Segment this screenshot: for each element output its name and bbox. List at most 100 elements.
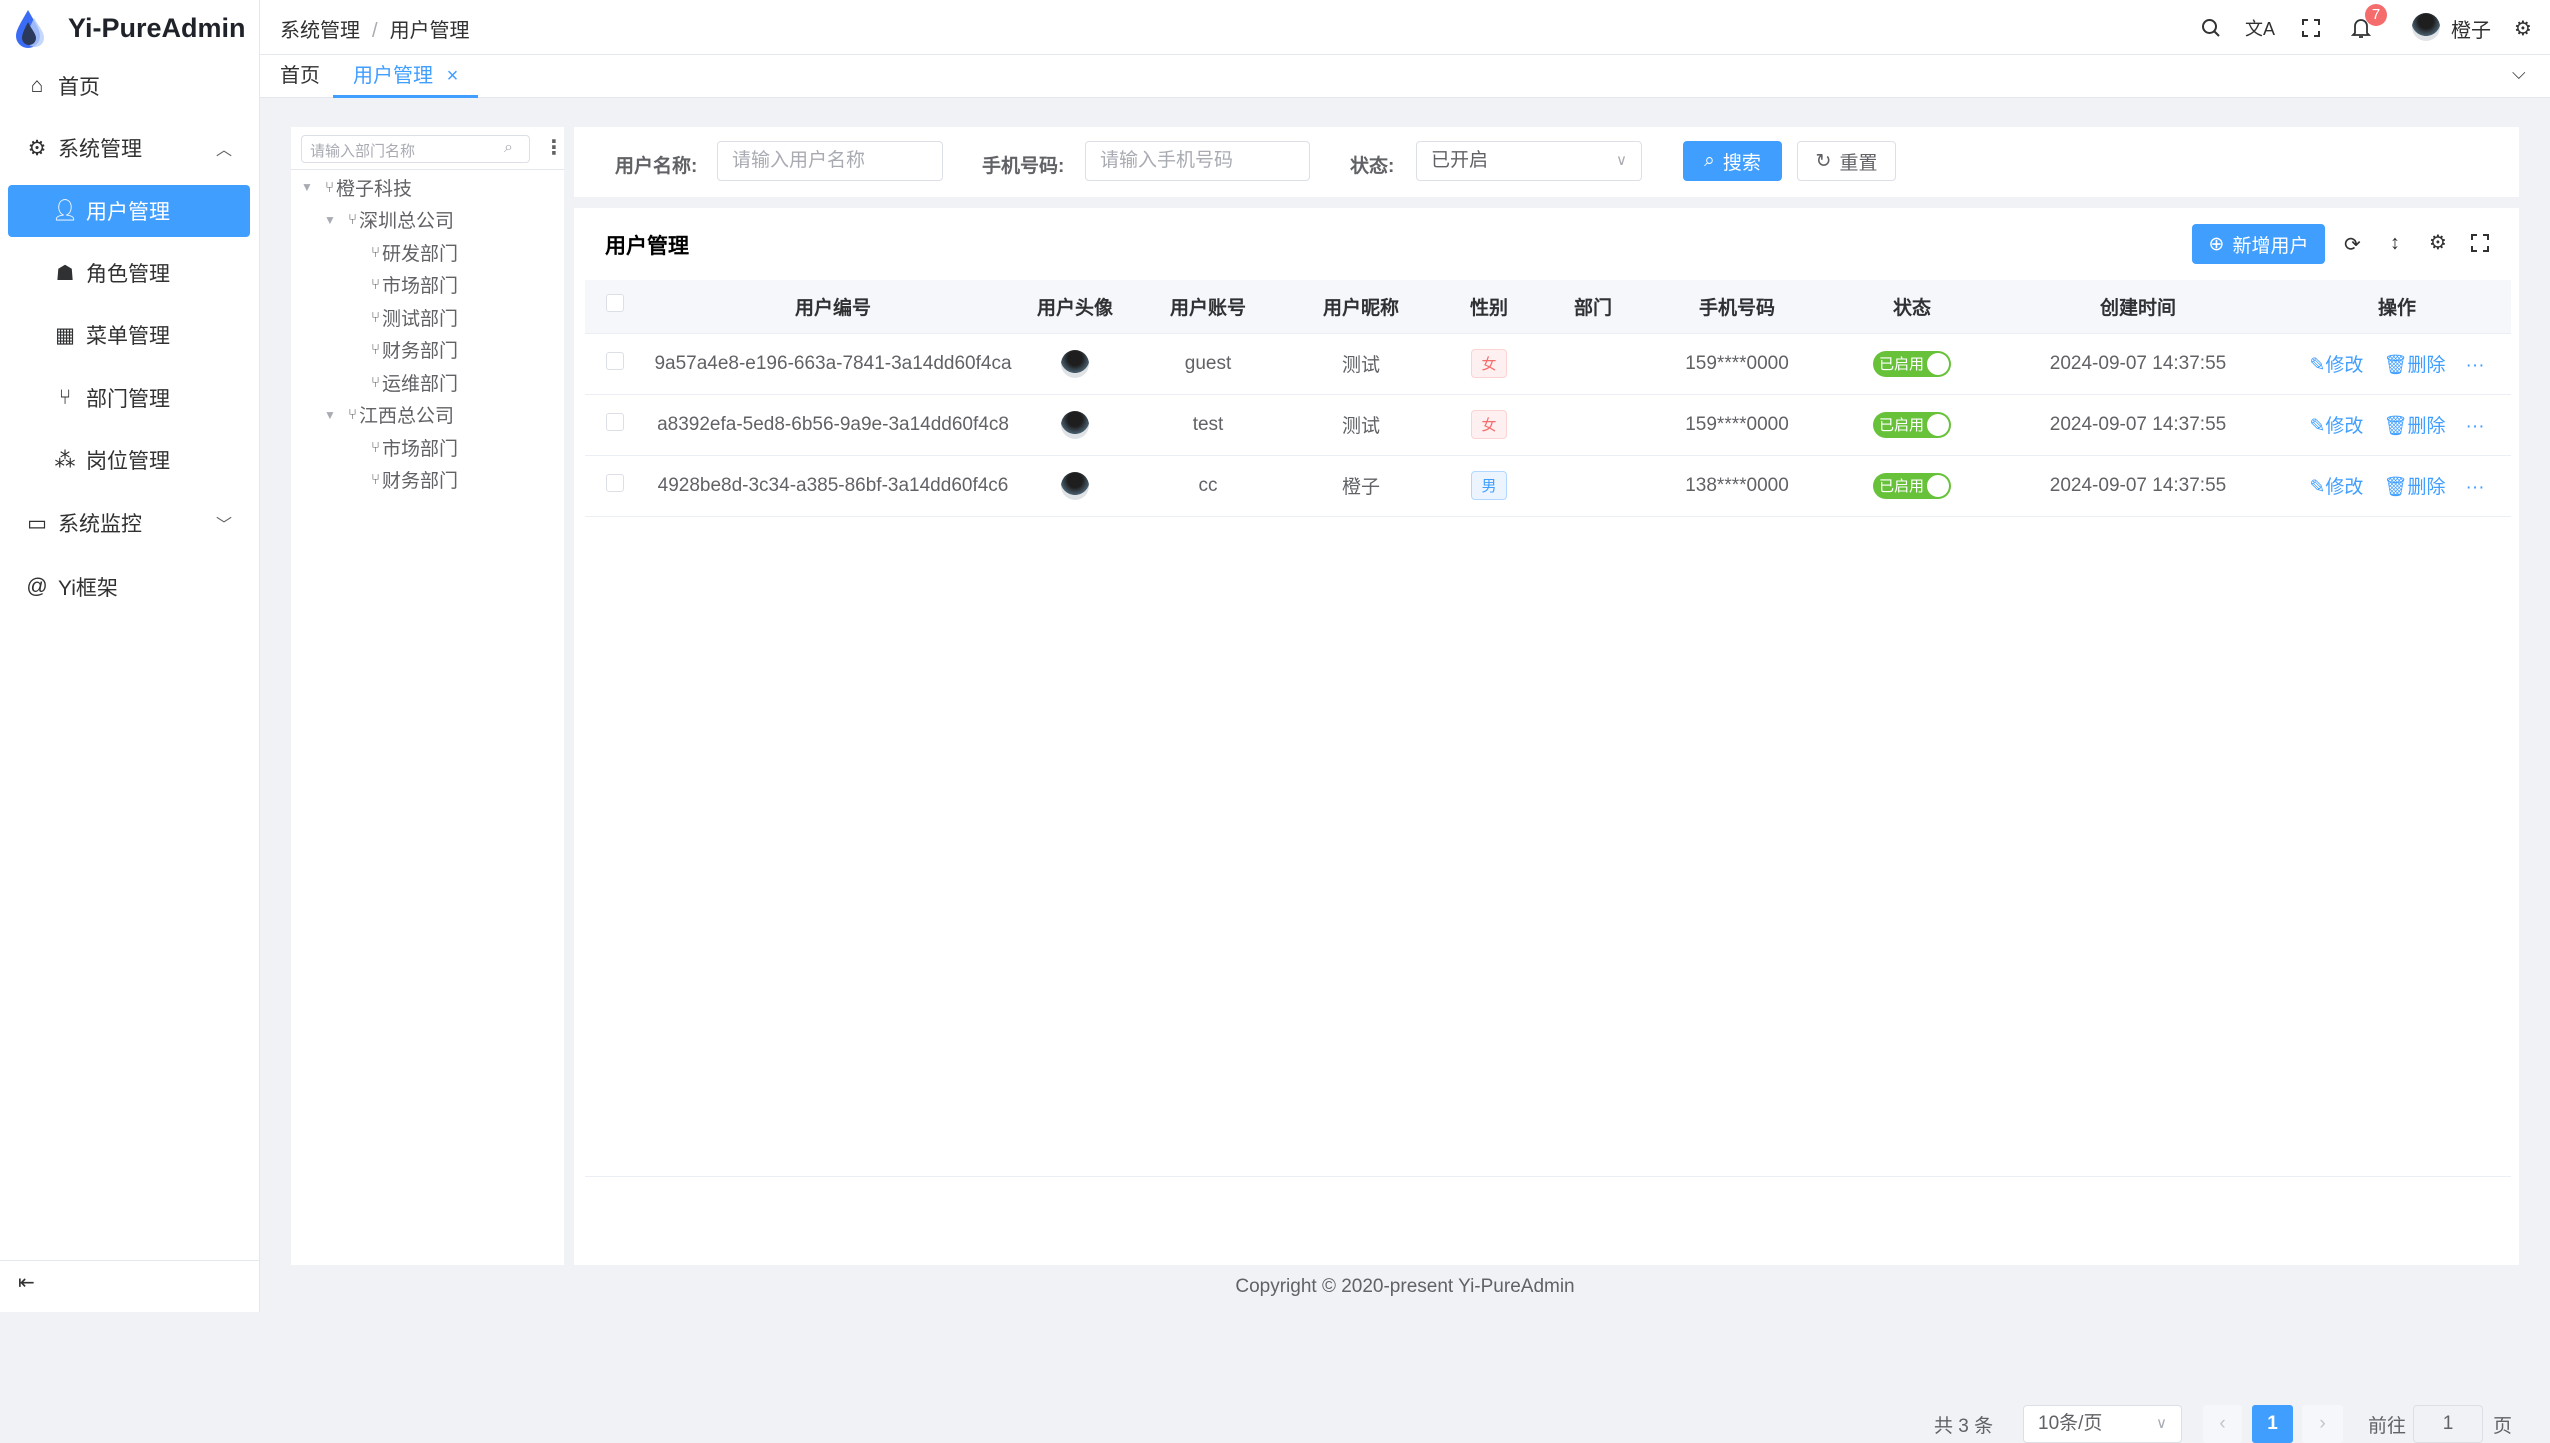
sidebar-item-label: 部门管理: [86, 388, 170, 411]
caret-down-icon[interactable]: ▼: [324, 212, 336, 227]
more-icon[interactable]: ···: [2465, 416, 2485, 437]
search-icon[interactable]: [2196, 13, 2226, 43]
sidebar-item-3[interactable]: ☗ 角色管理: [8, 247, 250, 299]
tab-bar: 首页 用户管理 × ⌵: [260, 55, 2550, 98]
actions-cell: ✎修改 🗑︎删除 ···: [2283, 455, 2511, 517]
select-all-checkbox[interactable]: [606, 294, 624, 313]
user-avatar[interactable]: [2412, 13, 2440, 41]
tree-node[interactable]: ⑂ 测试部门: [291, 301, 564, 334]
logo-drop-icon: [16, 10, 44, 48]
status-toggle[interactable]: 已启用: [1872, 472, 1951, 499]
page-size-select[interactable]: 10条/页 ∨: [2023, 1405, 2182, 1443]
delete-button[interactable]: 🗑︎删除: [2383, 416, 2445, 437]
search-button[interactable]: ⌕ 搜索: [1683, 141, 1782, 181]
avatar[interactable]: [1061, 471, 1089, 500]
caret-down-icon[interactable]: ▼: [301, 180, 313, 195]
column-header: 用户头像: [1021, 280, 1129, 334]
more-icon[interactable]: ···: [2465, 355, 2485, 376]
trash-icon: 🗑︎: [2383, 355, 2408, 376]
column-settings-icon[interactable]: ⚙: [2429, 232, 2447, 254]
app-title: Yi-PureAdmin: [68, 12, 246, 43]
tree-node[interactable]: ⑂ 研发部门: [291, 236, 564, 269]
branch-icon: ⑂: [371, 471, 381, 489]
tree-node[interactable]: ▼ ⑂ 江西总公司: [291, 399, 564, 432]
more-icon[interactable]: ···: [2465, 477, 2485, 498]
status-toggle-label: 已启用: [1878, 478, 1924, 495]
sidebar-item-8[interactable]: @ Yi框架: [8, 561, 250, 613]
row-checkbox[interactable]: [606, 473, 624, 492]
tree-node[interactable]: ▼ ⑂ 深圳总公司: [291, 204, 564, 237]
row-checkbox[interactable]: [606, 351, 624, 370]
username-input[interactable]: 请输入用户名称: [717, 141, 943, 181]
tree-node[interactable]: ▼ ⑂ 橙子科技: [291, 171, 564, 204]
more-vertical-icon[interactable]: ⋮: [544, 137, 564, 159]
next-page-button[interactable]: ›: [2302, 1405, 2343, 1443]
add-user-button[interactable]: ⊕ 新增用户: [2192, 224, 2325, 264]
goto-page-input[interactable]: 1: [2413, 1405, 2483, 1443]
edit-icon: ✎: [2309, 355, 2326, 376]
tree-node[interactable]: ⑂ 财务部门: [291, 464, 564, 497]
delete-label: 删除: [2407, 416, 2446, 437]
prev-page-button[interactable]: ‹: [2203, 1405, 2242, 1443]
username[interactable]: 橙子: [2451, 20, 2491, 42]
caret-down-icon[interactable]: ▼: [324, 407, 336, 422]
tree-node-label: 财务部门: [382, 341, 459, 363]
sidebar-item-1[interactable]: ⚙ 系统管理 ︿: [8, 122, 250, 174]
user-table-card: 用户管理 ⊕ 新增用户 ⟳ ↕ ⚙ 用户编号 用户头像 用户账号 用户昵称 性别 部门 手机号…: [574, 208, 2519, 1443]
status-toggle-label: 已启用: [1878, 356, 1924, 373]
translate-icon[interactable]: 文A: [2245, 19, 2276, 39]
bell-icon[interactable]: [2346, 13, 2376, 43]
chevron-down-icon[interactable]: ⌵: [2512, 63, 2526, 83]
fullscreen-icon[interactable]: [2471, 234, 2489, 258]
tab-label: 用户管理: [353, 65, 433, 87]
user-phone: 159****0000: [1643, 394, 1831, 456]
tree-node[interactable]: ⑂ 市场部门: [291, 431, 564, 464]
branch-icon: ⑂: [348, 211, 358, 229]
tab-home[interactable]: 首页: [280, 65, 320, 87]
tree-node[interactable]: ⑂ 财务部门: [291, 334, 564, 367]
reset-button[interactable]: ↻ 重置: [1797, 141, 1896, 181]
tab-user-management[interactable]: 用户管理 ×: [333, 55, 479, 98]
edit-button[interactable]: ✎修改: [2309, 355, 2363, 376]
table-header-row: 用户编号 用户头像 用户账号 用户昵称 性别 部门 手机号码 状态 创建时间 操作: [585, 280, 2511, 334]
sidebar-item-6[interactable]: ⁂ 岗位管理: [8, 434, 250, 486]
row-checkbox[interactable]: [606, 412, 624, 431]
avatar[interactable]: [1061, 410, 1089, 439]
table-row: 4928be8d-3c34-a385-86bf-3a14dd60f4c6 cc …: [585, 455, 2511, 517]
logo: Yi-PureAdmin: [14, 8, 246, 48]
column-header: 用户账号: [1129, 280, 1287, 334]
column-header: 手机号码: [1643, 280, 1831, 334]
sidebar-item-4[interactable]: ▦ 菜单管理: [8, 309, 250, 361]
refresh-icon[interactable]: ⟳: [2344, 234, 2361, 256]
trash-icon: 🗑︎: [2383, 416, 2408, 437]
sidebar-item-5[interactable]: ⑂ 部门管理: [8, 372, 250, 424]
tree-node[interactable]: ⑂ 运维部门: [291, 366, 564, 399]
edit-label: 修改: [2325, 416, 2364, 437]
page-1-button[interactable]: 1: [2252, 1405, 2293, 1443]
status-toggle[interactable]: 已启用: [1872, 411, 1951, 438]
branch-icon: ⑂: [371, 276, 381, 294]
monitor-icon: ▭: [27, 511, 47, 535]
status-cell: 已启用: [1831, 394, 1993, 456]
sidebar-item-2[interactable]: 👤︎ 用户管理: [8, 185, 250, 237]
department-search-input[interactable]: 请输入部门名称: [301, 135, 530, 163]
sidebar-item-0[interactable]: ⌂ 首页: [8, 60, 250, 112]
fullscreen-icon[interactable]: [2296, 13, 2326, 43]
status-select[interactable]: 已开启 ∨: [1416, 141, 1642, 181]
tree-node-label: 运维部门: [382, 373, 459, 395]
footer-copyright: Copyright © 2020-present Yi-PureAdmin: [1235, 1276, 1575, 1297]
edit-button[interactable]: ✎修改: [2309, 477, 2363, 498]
delete-button[interactable]: 🗑︎删除: [2383, 477, 2445, 498]
collapse-sidebar-icon[interactable]: ⇤: [18, 1272, 35, 1294]
avatar[interactable]: [1061, 349, 1089, 378]
close-icon[interactable]: ×: [446, 65, 459, 87]
edit-button[interactable]: ✎修改: [2309, 416, 2363, 437]
phone-input[interactable]: 请输入手机号码: [1085, 141, 1310, 181]
tree-node[interactable]: ⑂ 市场部门: [291, 269, 564, 302]
sidebar-item-7[interactable]: ▭ 系统监控 ﹀: [8, 497, 250, 549]
breadcrumb-item[interactable]: 系统管理: [280, 20, 360, 42]
status-toggle[interactable]: 已启用: [1872, 350, 1951, 377]
delete-button[interactable]: 🗑︎删除: [2383, 355, 2445, 376]
row-density-icon[interactable]: ↕: [2390, 232, 2400, 254]
settings-gear-icon[interactable]: ⚙: [2514, 17, 2532, 40]
